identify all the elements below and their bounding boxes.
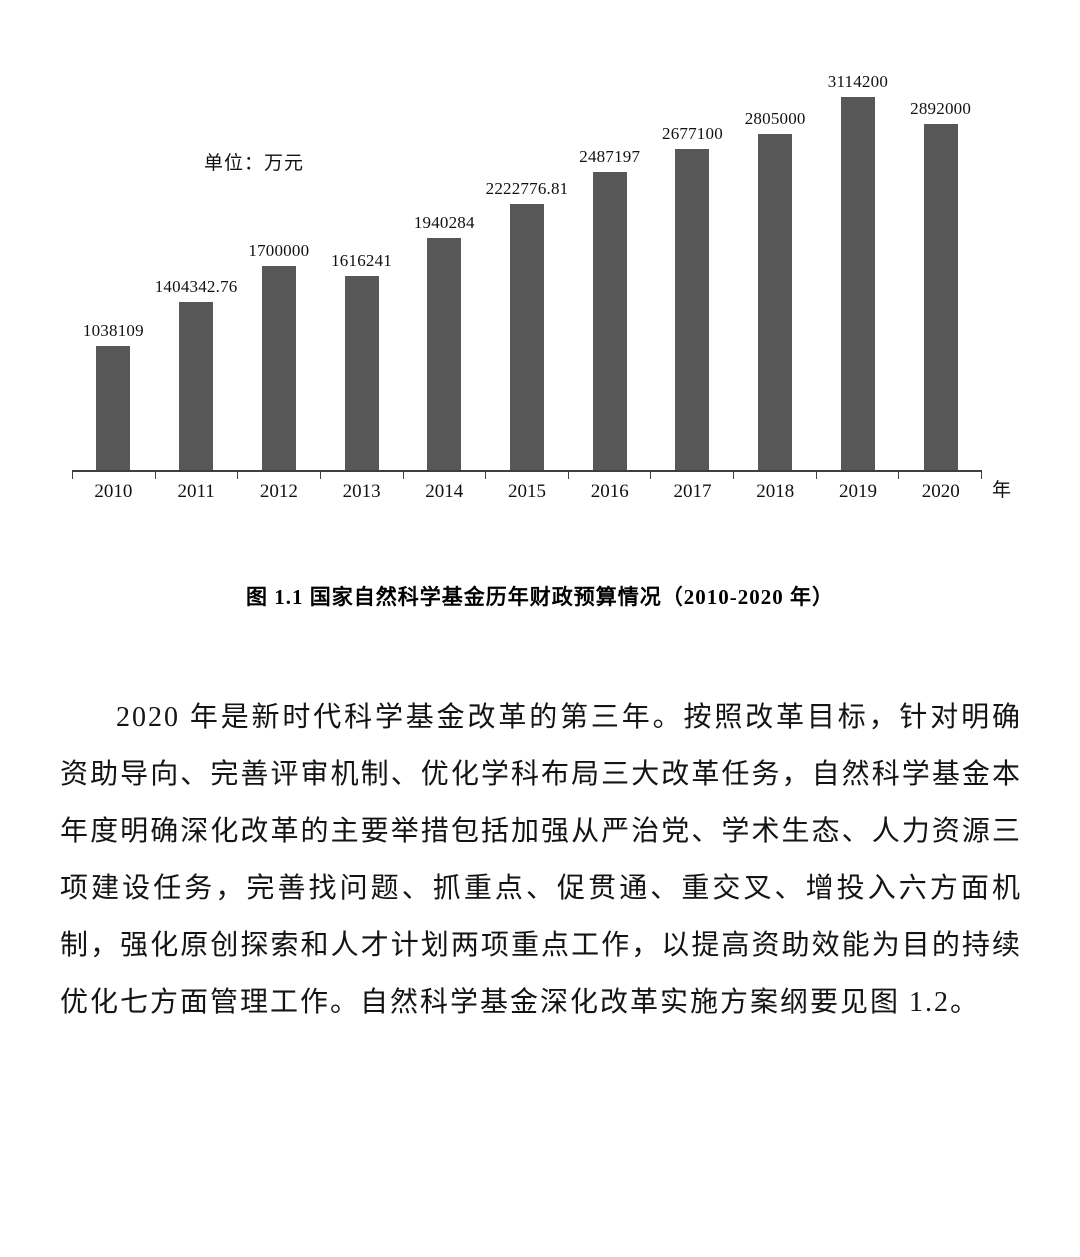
bar-value-label: 2487197 bbox=[579, 147, 641, 166]
x-tick bbox=[238, 472, 321, 479]
bar-group: 2805000 bbox=[734, 70, 817, 470]
x-tick bbox=[817, 472, 900, 479]
bar bbox=[510, 204, 544, 470]
x-tick-label: 2019 bbox=[838, 481, 877, 502]
bar bbox=[840, 97, 875, 470]
bar-value-label: 1940284 bbox=[413, 213, 475, 232]
bar-group: 1616241 bbox=[320, 70, 403, 470]
x-tick-label: 2020 bbox=[921, 481, 960, 502]
bar-plot: 1038109 1404342.76 1700000 1616241 1940284 22… bbox=[72, 70, 982, 472]
bar-group: 2222776.81 bbox=[486, 70, 569, 470]
bar-value-label: 1404342.76 bbox=[154, 277, 238, 296]
x-tick-label: 2017 bbox=[673, 481, 712, 502]
x-axis-label: 年 bbox=[992, 480, 1012, 501]
x-tick-label: 2011 bbox=[177, 481, 215, 502]
bar bbox=[923, 124, 958, 470]
bar-group: 3114200 bbox=[817, 70, 900, 470]
body-text: 2020 年是新时代科学基金改革的第三年。按照改革目标，针对明确资助导向、完善评… bbox=[60, 689, 1022, 1031]
x-tick bbox=[569, 472, 652, 479]
bar bbox=[592, 172, 627, 470]
bar-value-label: 2892000 bbox=[910, 99, 972, 118]
x-tick-label: 2015 bbox=[508, 481, 547, 502]
x-tick-label: 2014 bbox=[425, 481, 464, 502]
bar-value-label: 1038109 bbox=[82, 321, 144, 340]
x-tick bbox=[486, 472, 569, 479]
document-page: 单位：万元 1038109 1404342.76 1700000 1616241 194… bbox=[0, 70, 1080, 1257]
x-tick-label: 2016 bbox=[590, 481, 629, 502]
bar-group: 2677100 bbox=[651, 70, 734, 470]
x-tick bbox=[734, 472, 817, 479]
bar-group: 1404342.76 bbox=[155, 70, 238, 470]
x-tick-label: 2013 bbox=[342, 481, 381, 502]
x-ticks bbox=[72, 472, 983, 479]
chart-unit-label: 单位：万元 bbox=[204, 153, 305, 174]
plot-area: 1038109 1404342.76 1700000 1616241 1940284 22… bbox=[72, 70, 983, 503]
bar-group: 2892000 bbox=[899, 70, 982, 470]
x-tick-label: 2010 bbox=[94, 481, 133, 502]
bar-value-label: 3114200 bbox=[827, 72, 889, 91]
bar-group: 1940284 bbox=[403, 70, 486, 470]
body-paragraph: 2020 年是新时代科学基金改革的第三年。按照改革目标，针对明确资助导向、完善评… bbox=[60, 702, 1022, 1018]
bar bbox=[758, 134, 793, 470]
budget-bar-chart: 单位：万元 1038109 1404342.76 1700000 1616241 194… bbox=[72, 70, 1012, 503]
bar-value-label: 1616241 bbox=[331, 251, 392, 270]
x-tick-label: 2012 bbox=[259, 481, 298, 502]
bar-value-label: 2222776.81 bbox=[485, 179, 569, 198]
bar bbox=[344, 276, 379, 470]
x-tick bbox=[156, 472, 239, 479]
x-tick bbox=[321, 472, 404, 479]
bar bbox=[179, 302, 214, 470]
bar-value-label: 2677100 bbox=[662, 124, 723, 143]
bar-group: 2487197 bbox=[568, 70, 651, 470]
x-tick bbox=[651, 472, 735, 479]
bar bbox=[96, 346, 131, 470]
bar bbox=[261, 266, 296, 470]
x-tick bbox=[72, 472, 156, 479]
x-tick bbox=[899, 472, 983, 479]
bar-group: 1038109 bbox=[72, 70, 155, 470]
x-labels: 2010 2011 2012 2013 2014 2015 2016 2017 2018 2019… bbox=[72, 481, 982, 503]
bar-value-label: 1700000 bbox=[248, 241, 310, 260]
bar bbox=[675, 149, 710, 470]
bar-value-label: 2805000 bbox=[744, 109, 806, 128]
bar-group: 1700000 bbox=[237, 70, 320, 470]
bar bbox=[427, 238, 462, 470]
figure-caption: 图 1.1 国家自然科学基金历年财政预算情况（2010-2020 年） bbox=[246, 585, 834, 609]
x-tick bbox=[404, 472, 487, 479]
x-tick-label: 2018 bbox=[756, 481, 795, 502]
